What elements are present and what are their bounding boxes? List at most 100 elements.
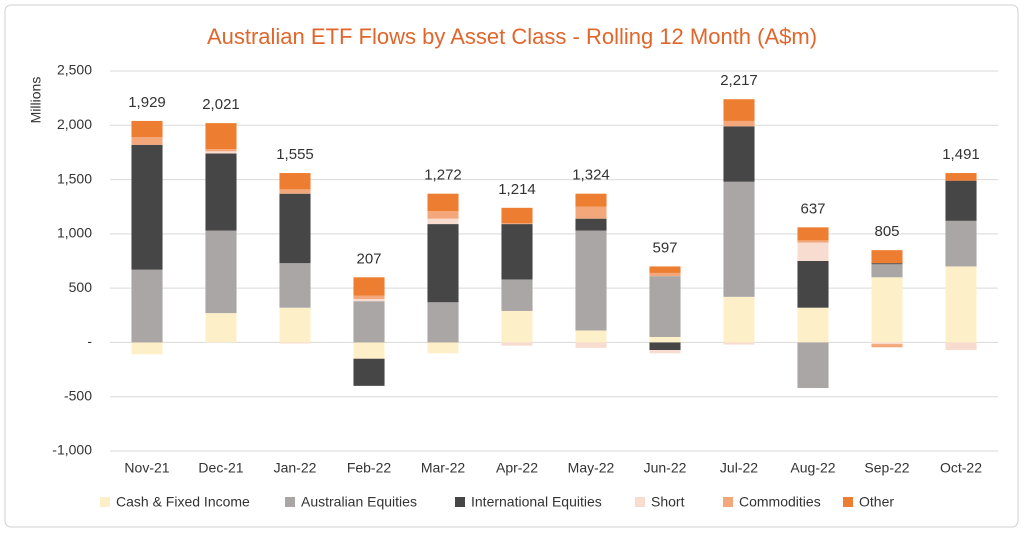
bar-segment <box>575 230 607 331</box>
legend-swatch <box>843 497 853 507</box>
legend-swatch <box>723 497 733 507</box>
legend-swatch <box>455 497 465 507</box>
bar-segment <box>723 181 755 297</box>
x-tick-label: Dec-21 <box>198 460 243 476</box>
x-tick-label: Oct-22 <box>940 460 982 476</box>
bar-segment <box>501 223 533 225</box>
bar-segment <box>945 342 977 351</box>
bar-segment <box>501 207 533 223</box>
bar-segment <box>353 301 385 343</box>
bar-segment <box>945 220 977 267</box>
bar-segment <box>131 269 163 343</box>
bar-segment <box>279 342 311 344</box>
bar-segment <box>205 230 237 314</box>
total-label: 1,324 <box>572 167 610 184</box>
bar-segment <box>945 180 977 221</box>
bar-segment <box>945 173 977 181</box>
bar-segment <box>205 149 237 152</box>
legend-swatch <box>635 497 645 507</box>
bar-segment <box>279 263 311 308</box>
total-label: 1,929 <box>128 94 166 111</box>
bar-segment <box>723 99 755 121</box>
bar-segment <box>649 276 681 337</box>
bar-segment <box>501 310 533 343</box>
x-tick-label: Mar-22 <box>421 460 466 476</box>
bar-segment <box>575 218 607 231</box>
total-label: 2,021 <box>202 96 240 113</box>
total-label: 1,491 <box>942 146 980 163</box>
bar-segment <box>797 227 829 241</box>
bar-segment <box>871 277 903 343</box>
bar-segment <box>575 206 607 219</box>
bar-segment <box>871 342 903 345</box>
bar-segment <box>205 151 237 154</box>
total-label: 2,217 <box>720 72 758 89</box>
bar-segment <box>871 250 903 264</box>
bar-segment <box>353 299 385 302</box>
bar-segment <box>797 307 829 343</box>
legend-label: Cash & Fixed Income <box>116 494 250 510</box>
bar-segment <box>797 261 829 308</box>
y-tick-label: -500 <box>64 387 92 403</box>
x-tick-label: Sep-22 <box>864 460 909 476</box>
y-tick-label: 500 <box>69 279 93 295</box>
x-tick-label: Feb-22 <box>347 460 392 476</box>
x-tick-label: Jul-22 <box>720 460 758 476</box>
bar-segment <box>427 193 459 212</box>
total-label: 1,555 <box>276 146 314 163</box>
bar-segment <box>649 350 681 354</box>
bar-segment <box>575 330 607 343</box>
bar-segment <box>427 302 459 343</box>
x-tick-label: Apr-22 <box>496 460 538 476</box>
bar-segment <box>501 224 533 280</box>
bar-segment <box>797 242 829 261</box>
bar-segment <box>575 342 607 348</box>
bar-segment <box>797 342 829 389</box>
bar-segment <box>427 224 459 303</box>
x-tick-label: Jun-22 <box>644 460 687 476</box>
y-tick-label: -1,000 <box>52 442 92 458</box>
bar-segment <box>353 295 385 299</box>
bar-segment <box>501 342 533 346</box>
total-label: 805 <box>874 223 899 240</box>
bar-segment <box>723 126 755 182</box>
bar-segment <box>871 263 903 265</box>
bar-segment <box>797 240 829 243</box>
bar-segment <box>427 211 459 219</box>
x-tick-label: Jan-22 <box>274 460 317 476</box>
bar-segment <box>427 218 459 225</box>
bar-segment <box>575 193 607 207</box>
x-tick-label: May-22 <box>568 460 615 476</box>
y-axis-label: Millions <box>28 77 44 124</box>
total-label: 597 <box>652 239 677 256</box>
bar-segment <box>279 173 311 190</box>
bar-segment <box>353 277 385 296</box>
bar-segment <box>205 153 237 231</box>
bar-segment <box>131 137 163 145</box>
legend-label: Commodities <box>739 494 821 510</box>
bar-segment <box>945 266 977 343</box>
bar-segment <box>871 344 903 348</box>
total-label: 637 <box>800 200 825 217</box>
legend-label: International Equities <box>471 494 602 510</box>
bar-segment <box>427 342 459 354</box>
bar-segment <box>649 266 681 273</box>
legend-swatch <box>100 497 110 507</box>
y-tick-label: 1,500 <box>57 170 92 186</box>
y-tick-label: 1,000 <box>57 225 92 241</box>
bar-segment <box>279 189 311 194</box>
total-label: 1,214 <box>498 181 536 198</box>
bar-segment <box>131 120 163 138</box>
bar-segment <box>279 307 311 343</box>
bar-segment <box>723 120 755 127</box>
y-tick-label: 2,000 <box>57 116 92 132</box>
legend-label: Australian Equities <box>301 494 417 510</box>
chart-title: Australian ETF Flows by Asset Class - Ro… <box>207 24 817 49</box>
legend-swatch <box>285 497 295 507</box>
total-label: 1,272 <box>424 167 462 184</box>
bar-segment <box>131 342 163 355</box>
x-tick-label: Nov-21 <box>124 460 169 476</box>
bar-segment <box>871 264 903 278</box>
bar-segment <box>501 279 533 311</box>
